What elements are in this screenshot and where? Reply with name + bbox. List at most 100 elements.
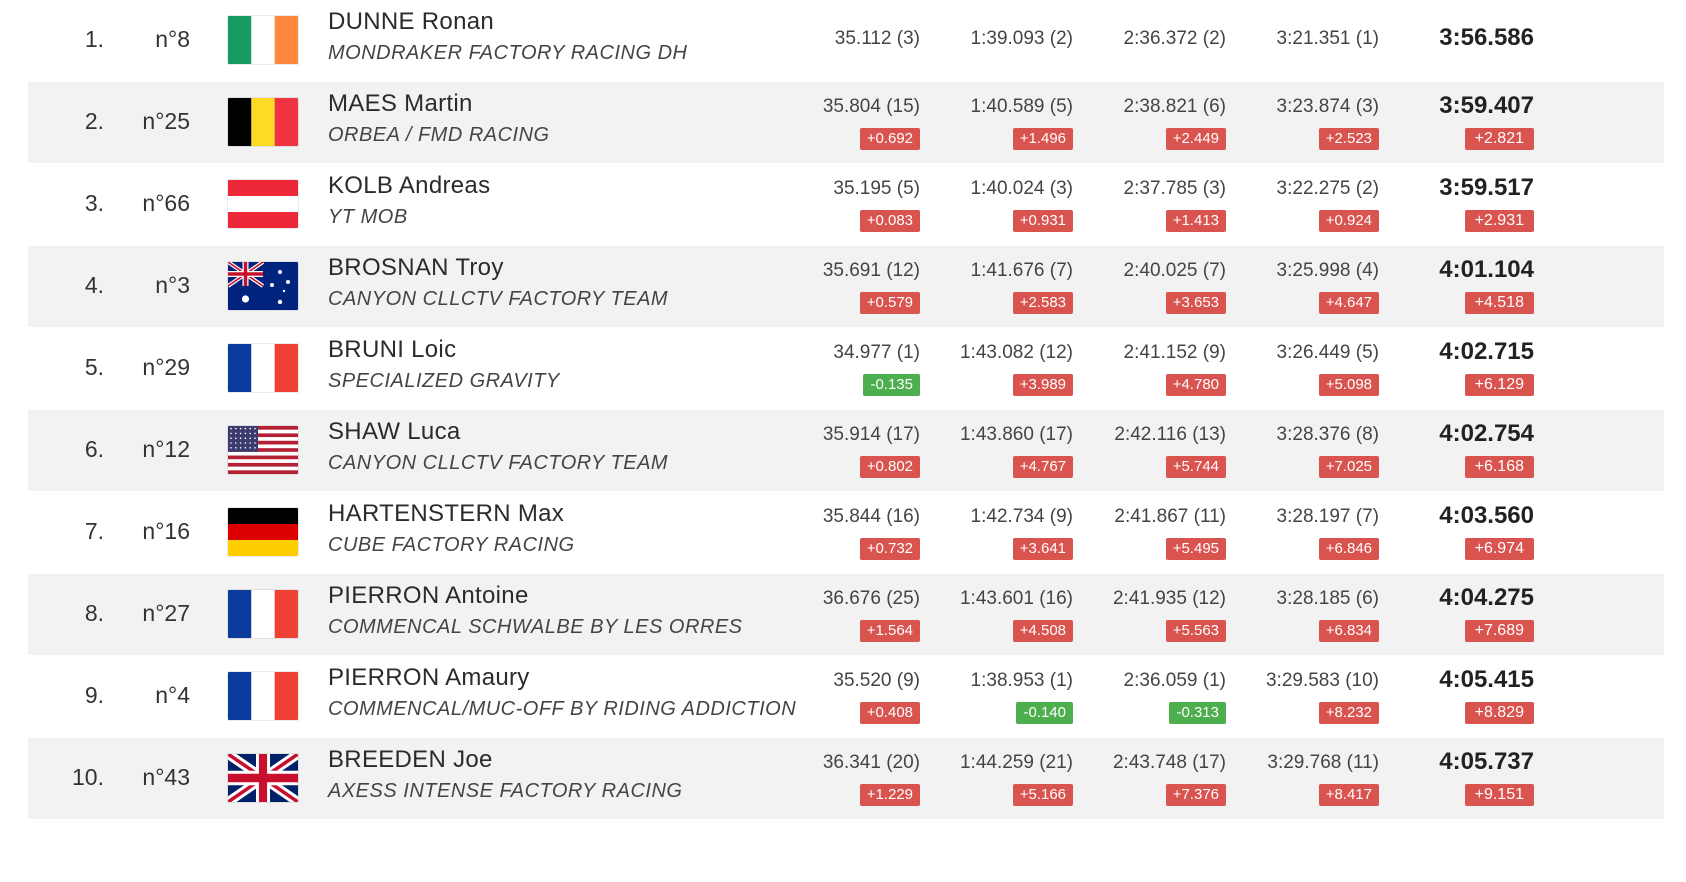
team-name: YT MOB: [328, 206, 408, 228]
rider-name[interactable]: BREEDEN Joe: [328, 746, 493, 773]
gap-badge: +5.563: [1165, 620, 1226, 642]
split-1: 35.804 (15) +0.692: [740, 82, 920, 150]
split-4: 3:28.197 (7) +6.846: [1199, 492, 1379, 560]
split-1: 35.691 (12) +0.579: [740, 246, 920, 314]
split-2: 1:39.093 (2): [893, 0, 1073, 50]
rider-name[interactable]: BRUNI Loic: [328, 336, 457, 363]
ireland-flag-icon: [228, 16, 298, 64]
rank: 2.: [84, 108, 104, 134]
rider-name[interactable]: HARTENSTERN Max: [328, 500, 565, 527]
split-1: 34.977 (1) -0.135: [740, 328, 920, 396]
total-time: 4:03.560: [1439, 502, 1534, 529]
rider-name[interactable]: PIERRON Amaury: [328, 664, 530, 691]
bib-number: n°66: [142, 190, 190, 216]
gap-badge: +0.924: [1318, 210, 1379, 232]
split-time: 2:36.059 (1): [1123, 670, 1226, 691]
gap-badge: -0.135: [863, 374, 920, 396]
total-gap-badge: +2.931: [1464, 210, 1534, 232]
split-time: 1:40.589 (5): [970, 96, 1073, 117]
gap-badge: +5.166: [1012, 784, 1073, 806]
total-gap-badge: +2.821: [1464, 128, 1534, 150]
bib-number: n°27: [142, 600, 190, 626]
table-row[interactable]: 10. n°43 BREEDEN Joe AXESS INTENSE FACTO…: [28, 738, 1664, 820]
split-time: 35.691 (12): [822, 260, 920, 281]
final-time: 4:04.275 +7.689: [1354, 574, 1534, 642]
split-1: 35.844 (16) +0.732: [740, 492, 920, 560]
table-row[interactable]: 8. n°27 PIERRON Antoine COMMENCAL SCHWAL…: [28, 574, 1664, 656]
team-name: AXESS INTENSE FACTORY RACING: [328, 780, 683, 802]
gap-badge: +8.417: [1318, 784, 1379, 806]
total-time: 4:04.275: [1439, 584, 1534, 611]
table-row[interactable]: 9. n°4 PIERRON Amaury COMMENCAL/MUC-OFF …: [28, 656, 1664, 738]
split-3: 2:43.748 (17) +7.376: [1046, 738, 1226, 806]
split-time: 2:38.821 (6): [1123, 96, 1226, 117]
gap-badge: +1.413: [1165, 210, 1226, 232]
table-row[interactable]: 5. n°29 BRUNI Loic SPECIALIZED GRAVITY 3…: [28, 328, 1664, 410]
gap-badge: +0.931: [1012, 210, 1073, 232]
split-time: 1:41.676 (7): [970, 260, 1073, 281]
france-flag-icon: [228, 344, 298, 392]
gap-badge: +3.641: [1012, 538, 1073, 560]
team-name: CUBE FACTORY RACING: [328, 534, 575, 556]
gap-badge: +4.780: [1165, 374, 1226, 396]
split-3: 2:42.116 (13) +5.744: [1046, 410, 1226, 478]
total-time: 3:59.517: [1439, 174, 1534, 201]
split-1: 35.520 (9) +0.408: [740, 656, 920, 724]
split-1: 36.341 (20) +1.229: [740, 738, 920, 806]
split-time: 36.676 (25): [822, 588, 920, 609]
table-row[interactable]: 2. n°25 MAES Martin ORBEA / FMD RACING 3…: [28, 82, 1664, 164]
table-row[interactable]: 6. n°12 SHAW Luca CANYON CLLCTV FACTORY …: [28, 410, 1664, 492]
split-time: 3:28.185 (6): [1276, 588, 1379, 609]
bib-number: n°43: [142, 764, 190, 790]
gap-badge: -0.313: [1169, 702, 1226, 724]
total-time: 4:01.104: [1439, 256, 1534, 283]
rank: 5.: [84, 354, 104, 380]
gap-badge: +4.508: [1012, 620, 1073, 642]
australia-flag-icon: [228, 262, 298, 310]
split-time: 2:41.867 (11): [1114, 506, 1226, 527]
split-time: 1:39.093 (2): [970, 28, 1073, 49]
bib-number: n°12: [142, 436, 190, 462]
gap-badge: +1.229: [859, 784, 920, 806]
rider-name[interactable]: BROSNAN Troy: [328, 254, 504, 281]
bib-number: n°25: [142, 108, 190, 134]
rider-name[interactable]: SHAW Luca: [328, 418, 461, 445]
split-time: 35.804 (15): [822, 96, 920, 117]
rider-name[interactable]: PIERRON Antoine: [328, 582, 529, 609]
table-row[interactable]: 4. n°3 BROSNAN Troy CANYON CLLCTV FACTOR…: [28, 246, 1664, 328]
gap-badge: +4.647: [1318, 292, 1379, 314]
split-time: 36.341 (20): [822, 752, 920, 773]
split-3: 2:41.935 (12) +5.563: [1046, 574, 1226, 642]
split-time: 2:42.116 (13): [1114, 424, 1226, 445]
uk-flag-icon: [228, 754, 298, 802]
split-time: 1:38.953 (1): [970, 670, 1073, 691]
split-4: 3:28.185 (6) +6.834: [1199, 574, 1379, 642]
rider-name[interactable]: DUNNE Ronan: [328, 8, 495, 35]
split-time: 3:21.351 (1): [1276, 28, 1379, 49]
split-time: 35.195 (5): [833, 178, 920, 199]
gap-badge: +0.732: [859, 538, 920, 560]
split-time: 3:29.768 (11): [1267, 752, 1379, 773]
gap-badge: +6.846: [1318, 538, 1379, 560]
table-row[interactable]: 7. n°16 HARTENSTERN Max CUBE FACTORY RAC…: [28, 492, 1664, 574]
rank: 7.: [84, 518, 104, 544]
split-4: 3:29.768 (11) +8.417: [1199, 738, 1379, 806]
table-row[interactable]: 3. n°66 KOLB Andreas YT MOB 35.195 (5) +0…: [28, 164, 1664, 246]
gap-badge: +2.449: [1165, 128, 1226, 150]
split-time: 35.112 (3): [834, 28, 920, 49]
split-time: 3:22.275 (2): [1276, 178, 1379, 199]
final-time: 4:02.754 +6.168: [1354, 410, 1534, 478]
bib-number: n°16: [142, 518, 190, 544]
gap-badge: +5.098: [1318, 374, 1379, 396]
rank: 4.: [84, 272, 104, 298]
total-gap-badge: +6.129: [1464, 374, 1534, 396]
final-time: 4:05.737 +9.151: [1354, 738, 1534, 806]
table-row[interactable]: 1. n°8 DUNNE Ronan MONDRAKER FACTORY RAC…: [28, 0, 1664, 82]
rider-name[interactable]: KOLB Andreas: [328, 172, 491, 199]
rider-name[interactable]: MAES Martin: [328, 90, 473, 117]
gap-badge: +1.496: [1012, 128, 1073, 150]
split-3: 2:40.025 (7) +3.653: [1046, 246, 1226, 314]
total-time: 4:02.754: [1439, 420, 1534, 447]
split-time: 1:44.259 (21): [959, 752, 1073, 773]
total-gap-badge: +4.518: [1464, 292, 1534, 314]
